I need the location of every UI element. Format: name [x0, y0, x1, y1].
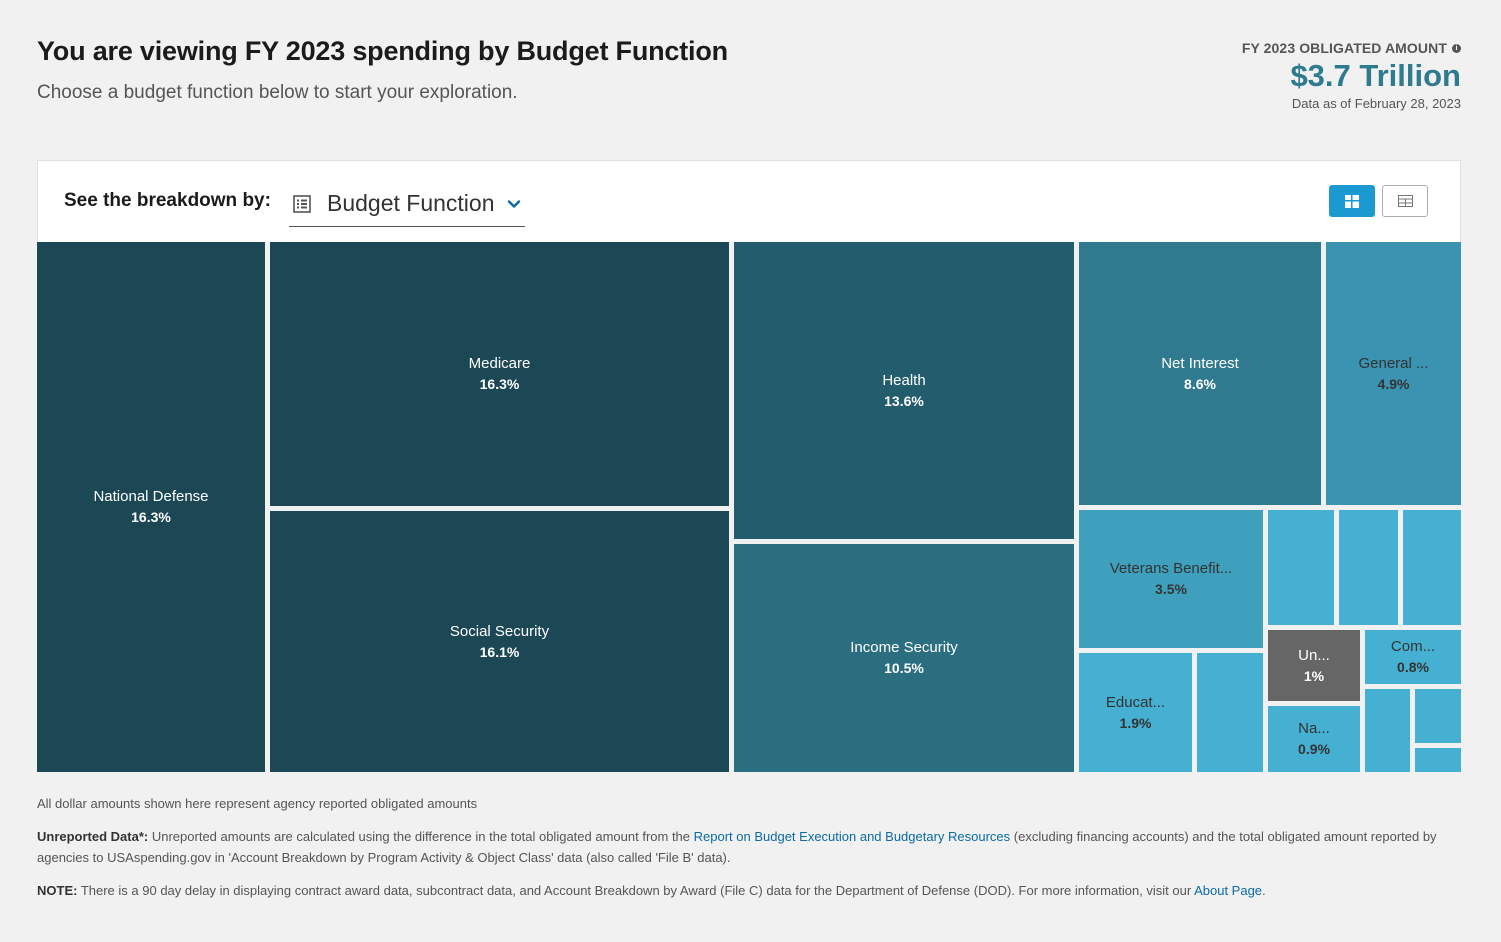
treemap-cell-unlabeled[interactable]: [1339, 510, 1398, 625]
unreported-label: Unreported Data*:: [37, 829, 149, 844]
treemap-cell-unlabeled[interactable]: [1415, 748, 1461, 772]
breakdown-label: See the breakdown by:: [64, 190, 271, 211]
treemap-cell-unlabeled[interactable]: [1365, 689, 1410, 772]
data-as-of: Data as of February 28, 2023: [1291, 96, 1461, 111]
cell-name: General ...: [1358, 354, 1429, 372]
cell-percent: 13.6%: [884, 392, 924, 409]
treemap-cell-unreported[interactable]: Un... 1%: [1268, 630, 1360, 701]
obligated-amount-value: $3.7 Trillion: [1290, 58, 1461, 93]
treemap-cell-general-government[interactable]: General ... 4.9%: [1326, 242, 1461, 505]
unreported-text-a: Unreported amounts are calculated using …: [148, 829, 694, 844]
cell-name: National Defense: [93, 488, 209, 505]
breakdown-dropdown[interactable]: Budget Function: [289, 181, 525, 227]
footer-note-amounts: All dollar amounts shown here represent …: [37, 796, 478, 811]
cell-name: Income Security: [850, 639, 958, 656]
treemap-cell-health[interactable]: Health 13.6%: [734, 242, 1074, 539]
treemap-cell-net-interest[interactable]: Net Interest 8.6%: [1079, 242, 1321, 505]
cell-percent: 10.5%: [884, 660, 924, 676]
page-title: You are viewing FY 2023 spending by Budg…: [37, 36, 728, 66]
treemap-cell-unlabeled[interactable]: [1415, 689, 1461, 743]
breakdown-panel: See the breakdown by: Budget Function: [37, 160, 1461, 242]
treemap-view-button[interactable]: [1329, 185, 1375, 217]
note-label: NOTE:: [37, 883, 78, 898]
cell-percent: 4.9%: [1377, 375, 1410, 392]
cell-name: Medicare: [468, 355, 531, 372]
cell-name: Com...: [1390, 638, 1436, 655]
table-view-icon: [1397, 195, 1413, 207]
cell-percent: 8.6%: [1184, 375, 1216, 392]
obligated-amount-label-row: FY 2023 OBLIGATED AMOUNT i: [1242, 40, 1461, 56]
treemap-cell-social-security[interactable]: Social Security 16.1%: [270, 511, 729, 772]
footer-note-unreported: Unreported Data*: Unreported amounts are…: [37, 826, 1461, 868]
treemap-cell-national-defense[interactable]: National Defense 16.3%: [37, 242, 265, 772]
unreported-text-b: (excluding financing accounts) and the t…: [37, 829, 1437, 865]
cell-percent: 1.9%: [1119, 714, 1152, 731]
footer-note-dod: NOTE: There is a 90 day delay in display…: [37, 880, 1461, 901]
page-header: You are viewing FY 2023 spending by Budg…: [37, 36, 728, 104]
treemap-cell-education[interactable]: Educat... 1.9%: [1079, 653, 1192, 772]
about-page-link[interactable]: About Page: [1194, 883, 1263, 898]
treemap: National Defense 16.3% Medicare 16.3% So…: [37, 242, 1461, 772]
cell-percent: 1%: [1303, 667, 1325, 684]
cell-percent: 16.1%: [479, 643, 520, 660]
note-text: There is a 90 day delay in displaying co…: [77, 883, 1195, 898]
cell-name: Un...: [1298, 646, 1330, 664]
treemap-view-icon: [1345, 194, 1359, 208]
obligated-amount: FY 2023 OBLIGATED AMOUNT i $3.7 Trillion…: [1242, 40, 1461, 111]
treemap-cell-commerce[interactable]: Com... 0.8%: [1365, 630, 1461, 684]
table-view-button[interactable]: [1382, 185, 1428, 217]
treemap-cell-income-security[interactable]: Income Security 10.5%: [734, 544, 1074, 772]
cell-name: Veterans Benefit...: [1109, 560, 1233, 577]
cell-name: Na...: [1298, 720, 1330, 737]
treemap-cell-unlabeled[interactable]: [1268, 510, 1334, 625]
cell-percent: 0.8%: [1397, 659, 1429, 675]
footer-notes: All dollar amounts shown here represent …: [37, 793, 1461, 913]
report-budget-execution-link[interactable]: Report on Budget Execution and Budgetary…: [693, 829, 1011, 844]
list-icon: [293, 194, 311, 213]
cell-name: Educat...: [1105, 693, 1166, 711]
cell-percent: 3.5%: [1155, 581, 1187, 597]
cell-name: Social Security: [449, 622, 550, 640]
treemap-cell-medicare[interactable]: Medicare 16.3%: [270, 242, 729, 506]
treemap-cell-veterans-benefits[interactable]: Veterans Benefit... 3.5%: [1079, 510, 1263, 648]
chevron-down-icon: [507, 199, 520, 208]
cell-name: Net Interest: [1161, 354, 1239, 372]
cell-percent: 0.9%: [1298, 741, 1330, 757]
treemap-cell-natural-resources[interactable]: Na... 0.9%: [1268, 706, 1360, 772]
treemap-cell-unlabeled[interactable]: [1197, 653, 1263, 772]
cell-name: Health: [882, 371, 926, 389]
dropdown-selected-value: Budget Function: [327, 190, 495, 216]
page-subtitle: Choose a budget function below to start …: [37, 82, 518, 103]
cell-percent: 16.3%: [131, 509, 171, 525]
note-end: .: [1262, 883, 1266, 898]
treemap-cell-unlabeled[interactable]: [1403, 510, 1461, 625]
cell-percent: 16.3%: [479, 376, 520, 392]
obligated-amount-label: FY 2023 OBLIGATED AMOUNT: [1241, 40, 1447, 56]
info-icon[interactable]: i: [1452, 43, 1461, 53]
